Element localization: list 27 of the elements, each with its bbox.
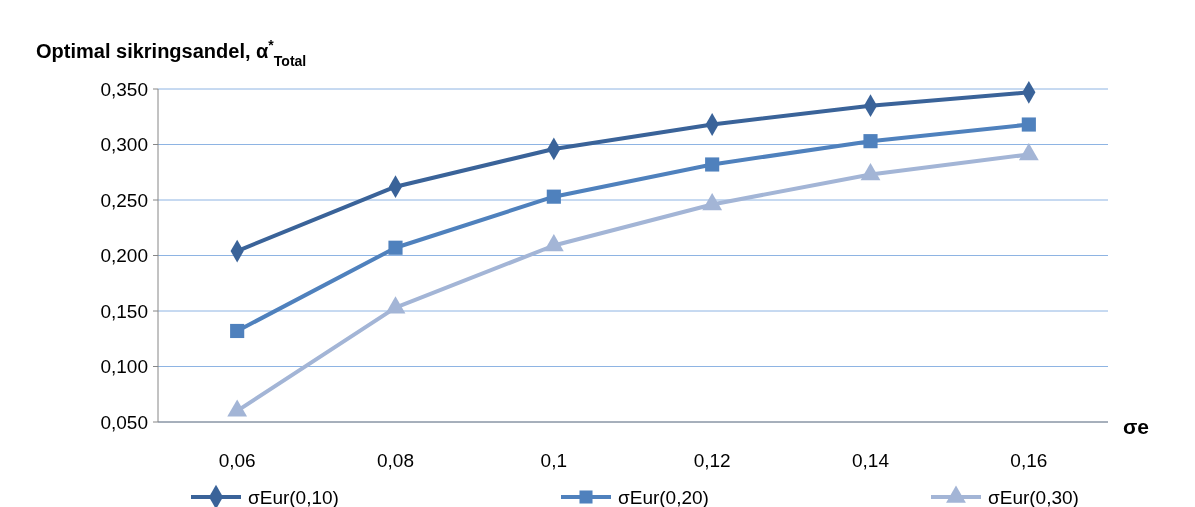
point [863,134,878,149]
legend-label: σEur(0,20) [618,486,709,507]
y-tick-label: 0,300 [100,134,148,156]
y-tick-label: 0,250 [100,189,148,211]
legend-label: σEur(0,30) [988,486,1079,507]
point [702,193,723,211]
point [388,240,403,255]
x-tick-label: 0,06 [218,450,256,471]
x-tick-label: 0,1 [540,450,568,471]
x-tick-label: 0,12 [693,450,731,471]
legend-label: σEur(0,10) [248,486,339,507]
y-tick-label: 0,200 [100,245,148,267]
point [546,189,561,204]
point [227,399,248,417]
y-tick-label: 0,100 [100,356,148,378]
point [230,323,245,339]
x-axis-title: σe [1123,415,1150,438]
point [705,157,720,172]
x-tick-label: 0,08 [377,450,414,471]
x-tick-label: 0,16 [1010,450,1048,471]
y-tick-label: 0,050 [100,411,148,433]
point [543,234,564,252]
y-tick-label: 0,150 [100,300,148,322]
y-tick-label: 0,350 [100,78,148,100]
x-tick-label: 0,14 [852,450,890,471]
point [385,296,406,314]
point [1021,117,1036,132]
